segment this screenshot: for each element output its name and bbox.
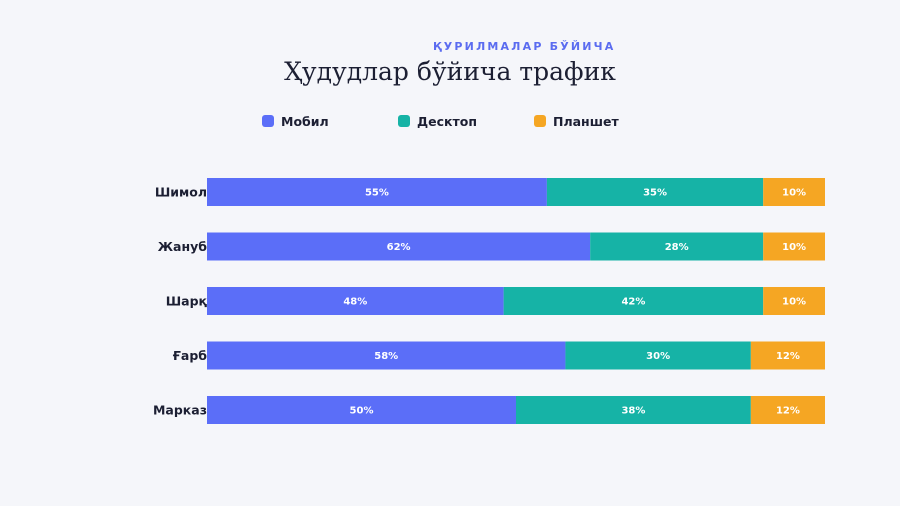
bar-segment-desktop <box>565 341 751 370</box>
bar-segment-desktop <box>546 178 764 206</box>
legend-swatch-tablet <box>534 115 546 127</box>
chart-title: Ҳудудлар бўйича трафик <box>284 57 616 86</box>
category-label: Ғарб <box>173 348 208 363</box>
legend-label-mobile: Мобил <box>281 113 329 129</box>
category-label: Шарқ <box>166 294 208 309</box>
data-label-tablet: 10% <box>782 188 806 199</box>
bar-segment-tablet <box>763 178 825 206</box>
bar-segment-mobile <box>207 232 591 261</box>
bar-segment-desktop <box>503 287 764 315</box>
bar-segment-desktop <box>590 232 764 261</box>
data-label-mobile: 55% <box>365 188 389 199</box>
data-label-desktop: 28% <box>665 242 689 253</box>
data-label-tablet: 12% <box>776 406 800 417</box>
bar-segment-tablet <box>750 341 825 370</box>
data-label-mobile: 58% <box>374 351 398 362</box>
bar-segment-tablet <box>763 232 825 261</box>
data-label-desktop: 38% <box>621 406 645 417</box>
data-label-desktop: 30% <box>646 351 670 362</box>
data-label-mobile: 62% <box>387 242 411 253</box>
legend-swatch-mobile <box>262 115 274 127</box>
bar-segment-tablet <box>750 396 825 424</box>
chart-legend: Мобил Десктоп Планшет <box>0 112 900 132</box>
legend-label-desktop: Десктоп <box>417 113 477 129</box>
chart-subtitle: ҚУРИЛМАЛАР БЎЙИЧА <box>433 40 616 53</box>
bar-segment-tablet <box>763 287 825 315</box>
data-label-mobile: 48% <box>343 297 367 308</box>
category-label: Шимол <box>155 185 207 200</box>
legend-item-mobile: Мобил <box>262 112 329 130</box>
legend-label-tablet: Планшет <box>553 113 619 129</box>
bar-segment-mobile <box>207 396 516 424</box>
legend-item-tablet: Планшет <box>534 112 619 130</box>
category-label: Жануб <box>158 239 208 254</box>
data-label-mobile: 50% <box>350 406 374 417</box>
category-label: Марказ <box>153 403 207 418</box>
data-label-tablet: 10% <box>782 297 806 308</box>
data-label-tablet: 12% <box>776 351 800 362</box>
legend-item-desktop: Десктоп <box>398 112 477 130</box>
data-label-tablet: 10% <box>782 242 806 253</box>
data-label-desktop: 35% <box>643 188 667 199</box>
legend-swatch-desktop <box>398 115 410 127</box>
bar-segment-mobile <box>207 287 504 315</box>
data-label-desktop: 42% <box>621 297 645 308</box>
bar-segment-desktop <box>516 396 751 424</box>
bar-segment-mobile <box>207 341 566 370</box>
bar-segment-mobile <box>207 178 547 206</box>
